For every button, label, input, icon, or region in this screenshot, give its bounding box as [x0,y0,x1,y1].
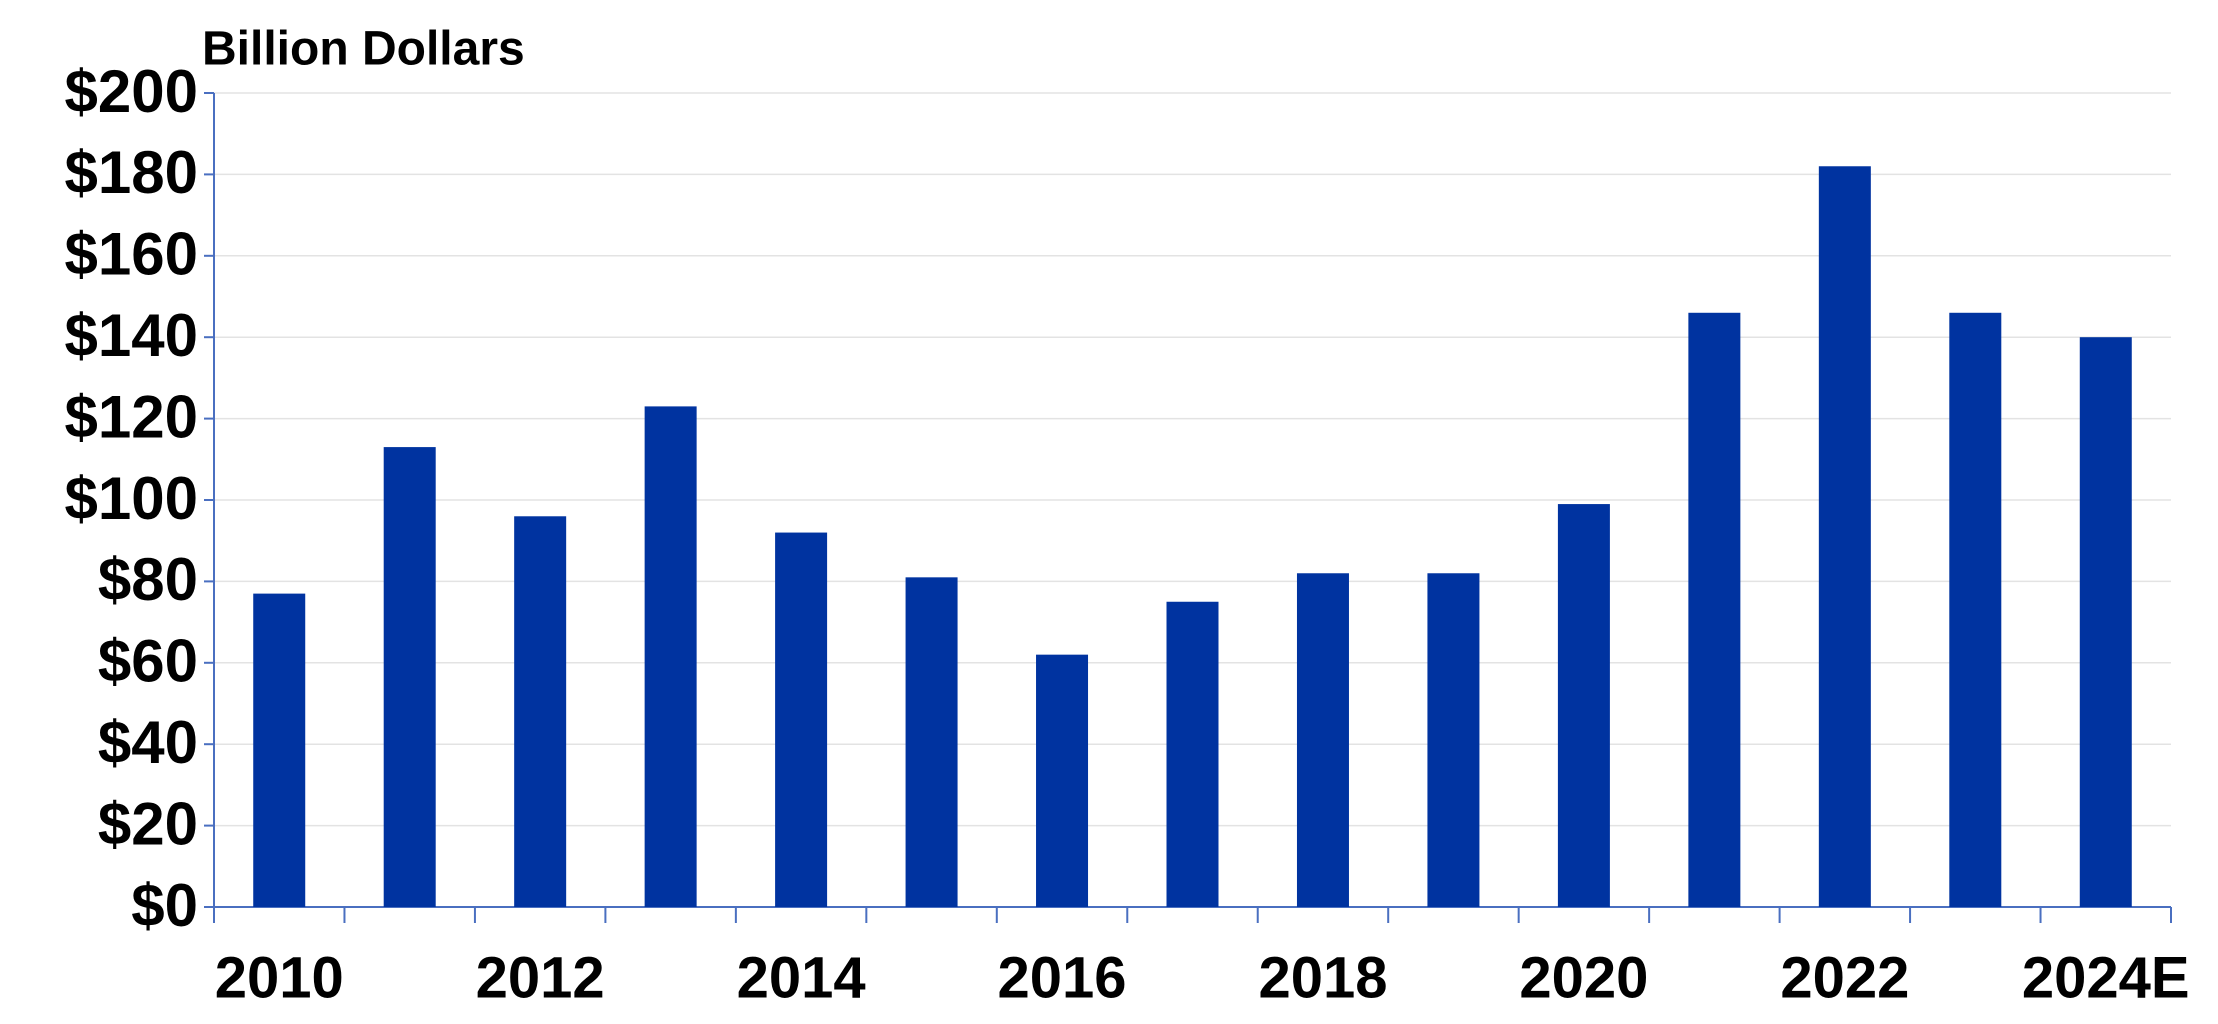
bar [514,516,567,907]
bar [775,532,828,907]
bar [1166,601,1219,907]
bar [1818,166,1871,907]
y-tick-label: $20 [98,790,198,857]
y-tick-label: $60 [98,628,198,695]
chart-title: Billion Dollars [202,23,525,76]
y-tick-label: $120 [65,383,198,450]
y-tick-label: $80 [98,546,198,613]
bar [644,406,697,907]
bar [383,447,436,907]
y-tick-label: $160 [65,221,198,288]
x-tick-label: 2018 [1258,945,1387,1010]
bar [253,593,306,907]
x-tick-label: 2010 [215,945,344,1010]
x-tick-label: 2022 [1780,945,1909,1010]
bar [1688,312,1741,907]
x-tick-label: 2012 [476,945,605,1010]
bar [1557,504,1610,907]
y-tick-label: $200 [65,58,198,125]
x-tick-label: 2024E [2022,945,2190,1010]
bar [1427,573,1480,907]
bar [1036,654,1089,907]
y-tick-label: $0 [131,872,198,939]
bar [1949,312,2002,907]
x-tick-label: 2014 [737,945,866,1010]
y-tick-label: $180 [65,139,198,206]
bar [905,577,958,907]
bar [2079,337,2132,907]
y-tick-label: $40 [98,709,198,776]
x-tick-label: 2016 [998,945,1127,1010]
y-tick-label: $140 [65,302,198,369]
bar [1296,573,1349,907]
y-tick-label: $100 [65,465,198,532]
x-tick-label: 2020 [1519,945,1648,1010]
